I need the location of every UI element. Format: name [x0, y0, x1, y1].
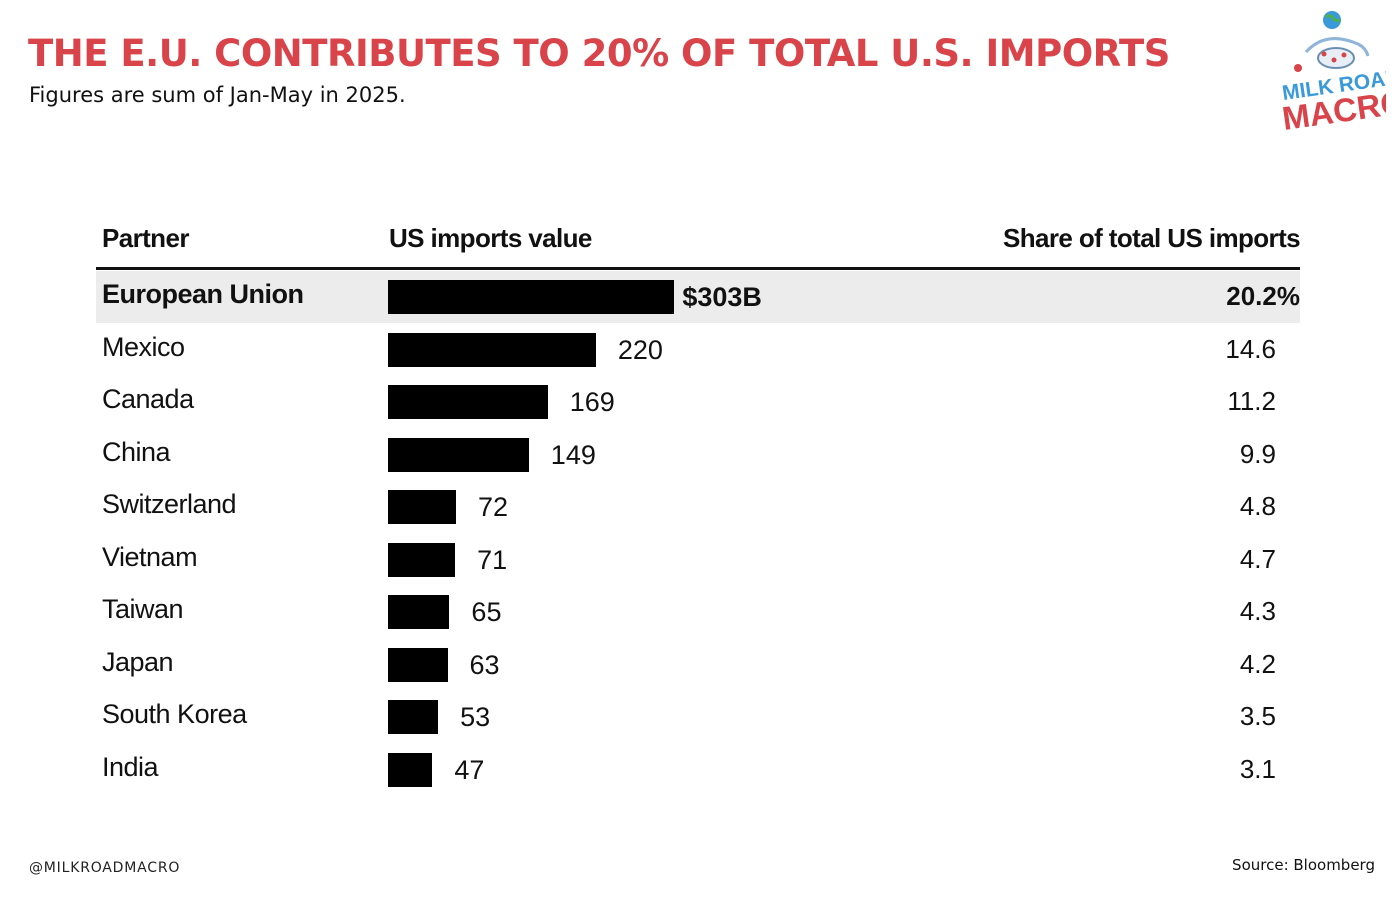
value-label: 63 — [469, 649, 500, 680]
share-label: 9.9 — [1239, 438, 1276, 469]
value-label: 72 — [478, 492, 509, 522]
partner-label: Taiwan — [102, 594, 184, 624]
share-label: 3.5 — [1239, 701, 1276, 731]
share-label: 4.3 — [1239, 596, 1276, 626]
footer-handle: @MILKROADMACRO — [29, 860, 181, 876]
table-row: Canada 169 11.2 — [96, 376, 1300, 428]
value-label: $303B — [682, 282, 762, 312]
table-row: India 47 3.1 — [96, 744, 1300, 796]
chart-title: THE E.U. CONTRIBUTES TO 20% OF TOTAL U.S… — [28, 32, 1170, 75]
table-row: Vietnam 71 4.7 — [96, 534, 1300, 586]
import-bar — [388, 385, 548, 419]
value-label: 47 — [454, 754, 485, 785]
share-label: 4.8 — [1239, 491, 1276, 521]
imports-table: Partner US imports value Share of total … — [96, 215, 1301, 796]
partner-label: Japan — [102, 646, 174, 677]
import-bar — [388, 647, 448, 682]
table-row: Switzerland 72 4.8 — [96, 481, 1300, 533]
share-label: 4.2 — [1239, 648, 1276, 679]
table-row: Taiwan 65 4.3 — [96, 586, 1300, 638]
import-bar — [388, 280, 675, 314]
table-row: Japan 63 4.2 — [96, 639, 1300, 691]
header-rule — [96, 267, 1300, 270]
partner-label: Vietnam — [102, 541, 198, 572]
partner-label: Switzerland — [102, 489, 237, 519]
value-label: 169 — [569, 387, 615, 417]
partner-label: India — [102, 751, 159, 782]
header-partner: Partner — [102, 223, 189, 253]
value-label: 149 — [550, 439, 596, 470]
value-label: 53 — [460, 702, 491, 732]
value-label: 71 — [477, 544, 508, 575]
import-bar — [388, 332, 596, 367]
value-label: 220 — [617, 334, 663, 365]
import-bar — [388, 752, 433, 787]
partner-label: European Union — [102, 279, 304, 309]
partner-label: Canada — [102, 384, 194, 414]
footer-source: Source: Bloomberg — [1232, 856, 1375, 874]
table-row: South Korea 53 3.5 — [96, 691, 1300, 743]
import-bar — [388, 437, 529, 472]
import-bar — [388, 595, 450, 629]
partner-label: China — [102, 436, 171, 467]
header-share: Share of total US imports — [1002, 223, 1301, 253]
share-label: 14.6 — [1225, 333, 1276, 364]
share-label: 3.1 — [1239, 753, 1276, 784]
table-row: Mexico 220 14.6 — [96, 324, 1300, 376]
chart-subtitle: Figures are sum of Jan-May in 2025. — [29, 83, 406, 107]
table-row: European Union $303B 20.2% — [96, 271, 1300, 323]
share-label: 4.7 — [1239, 543, 1276, 574]
table-row: China 149 9.9 — [96, 429, 1300, 481]
share-label: 11.2 — [1227, 386, 1276, 416]
import-bar — [388, 700, 439, 734]
header-imports-value: US imports value — [389, 223, 592, 253]
partner-label: Mexico — [102, 331, 185, 362]
import-bar — [388, 542, 456, 577]
import-bar — [388, 490, 457, 524]
share-label: 20.2% — [1226, 281, 1300, 311]
partner-label: South Korea — [102, 699, 247, 729]
milk-road-macro-logo: MILK ROAD MACRO — [1276, 8, 1400, 137]
value-label: 65 — [471, 597, 502, 627]
